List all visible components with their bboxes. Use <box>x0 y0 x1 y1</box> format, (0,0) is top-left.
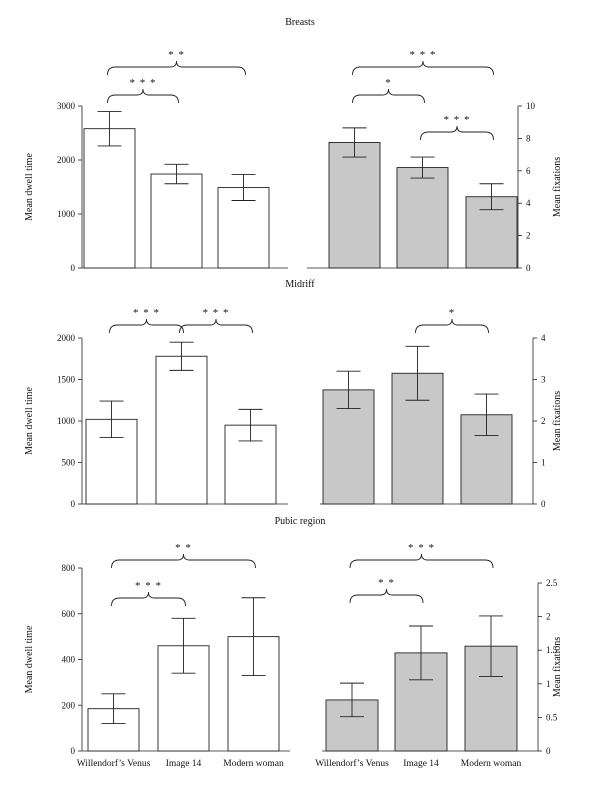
y-tick-label: 4 <box>526 198 531 208</box>
significance-bracket <box>111 553 256 569</box>
y-tick-label: 0 <box>71 263 76 273</box>
y-tick-label: 2 <box>541 416 546 426</box>
chart-panel-3: Midriff 0 500 1000 1500 2000 Mean dwell time * … <box>24 279 315 509</box>
significance-bracket <box>349 588 424 604</box>
x-category-label: Willendorf’s Venus <box>77 758 151 769</box>
significance-label: * * * <box>135 580 162 592</box>
y-tick-label: 3 <box>541 375 546 385</box>
significance-bracket <box>352 88 425 104</box>
y-tick-label: 0 <box>71 746 76 756</box>
bar <box>150 173 203 269</box>
bar <box>396 167 449 269</box>
significance-label: * * <box>378 577 395 589</box>
significance-label: * * <box>168 49 185 61</box>
y-tick-label: 200 <box>62 700 76 710</box>
significance-label: * * * <box>133 307 160 319</box>
significance-label: * * <box>175 542 192 554</box>
bar <box>464 645 518 752</box>
significance-bracket <box>111 591 186 607</box>
y-tick-label: 600 <box>62 609 76 619</box>
x-category-label: Willendorf’s Venus <box>315 758 389 769</box>
x-category-label: Image 14 <box>166 759 202 769</box>
chart-panel-2: 0 2 4 6 8 10 Mean fixations * * * * * * * <box>307 49 563 273</box>
significance-label: * * * <box>410 49 437 61</box>
significance-label: * * * <box>130 77 157 89</box>
significance-bracket <box>415 318 489 334</box>
y-tick-label: 2000 <box>57 333 76 343</box>
significance-label: * * * <box>408 542 435 554</box>
significance-bracket <box>107 88 179 104</box>
y-tick-label: 2 <box>546 612 551 622</box>
panel-title: Pubic region <box>275 516 326 527</box>
y-tick-label: 3000 <box>57 101 76 111</box>
bar <box>83 128 136 269</box>
y-tick-label: 4 <box>541 333 546 343</box>
y-axis-title: Mean fixations <box>552 391 563 451</box>
panel-title: Breasts <box>285 17 315 28</box>
y-tick-label: 0 <box>71 499 76 509</box>
y-tick-label: 2.5 <box>546 578 558 588</box>
y-tick-label: 1000 <box>57 209 76 219</box>
y-tick-label: 8 <box>526 133 531 143</box>
significance-label: * * * <box>203 307 230 319</box>
panel-title: Midriff <box>285 279 315 290</box>
y-tick-label: 1 <box>546 679 551 689</box>
significance-bracket <box>109 318 184 334</box>
y-axis-title: Mean dwell time <box>24 625 35 693</box>
chart-panel-5: Pubic region 0 200 400 600 800 Mean dwell time… <box>24 516 325 769</box>
significance-label: * * * <box>444 114 471 126</box>
bar <box>155 355 208 505</box>
y-tick-label: 0.5 <box>546 712 558 722</box>
x-category-label: Modern woman <box>223 759 284 769</box>
y-tick-label: 0 <box>546 746 551 756</box>
y-tick-label: 800 <box>62 563 76 573</box>
y-tick-label: 1.5 <box>546 645 558 655</box>
y-tick-label: 0 <box>541 499 546 509</box>
bar <box>328 141 381 269</box>
y-tick-label: 500 <box>62 458 76 468</box>
y-tick-label: 10 <box>526 101 536 111</box>
y-tick-label: 0 <box>526 263 531 273</box>
chart-panel-6: 0 0.5 1 1.5 2 2.5 Mean fixations Willendorf’s V… <box>315 542 563 769</box>
y-axis-title: Mean fixations <box>552 637 563 697</box>
x-category-label: Modern woman <box>461 759 522 769</box>
y-axis-title: Mean fixations <box>552 157 563 217</box>
y-tick-label: 1 <box>541 458 546 468</box>
significance-bracket <box>107 60 246 76</box>
significance-bracket <box>179 318 253 334</box>
y-tick-label: 1500 <box>57 375 76 385</box>
y-tick-label: 1000 <box>57 416 76 426</box>
y-tick-label: 2000 <box>57 155 76 165</box>
x-category-label: Image 14 <box>403 759 439 769</box>
significance-label: * <box>385 77 392 89</box>
y-tick-label: 400 <box>62 655 76 665</box>
chart-panel-1: Breasts 0 1000 2000 3000 Mean dwell time * * *… <box>24 17 315 273</box>
significance-bracket <box>352 60 494 76</box>
significance-bracket <box>420 125 494 141</box>
significance-label: * <box>449 307 456 319</box>
significance-bracket <box>349 553 494 569</box>
y-tick-label: 6 <box>526 166 531 176</box>
y-tick-label: 2 <box>526 231 531 241</box>
y-axis-title: Mean dwell time <box>24 153 35 221</box>
chart-panel-4: 0 1 2 3 4 Mean fixations * <box>320 307 563 509</box>
y-axis-title: Mean dwell time <box>24 387 35 455</box>
